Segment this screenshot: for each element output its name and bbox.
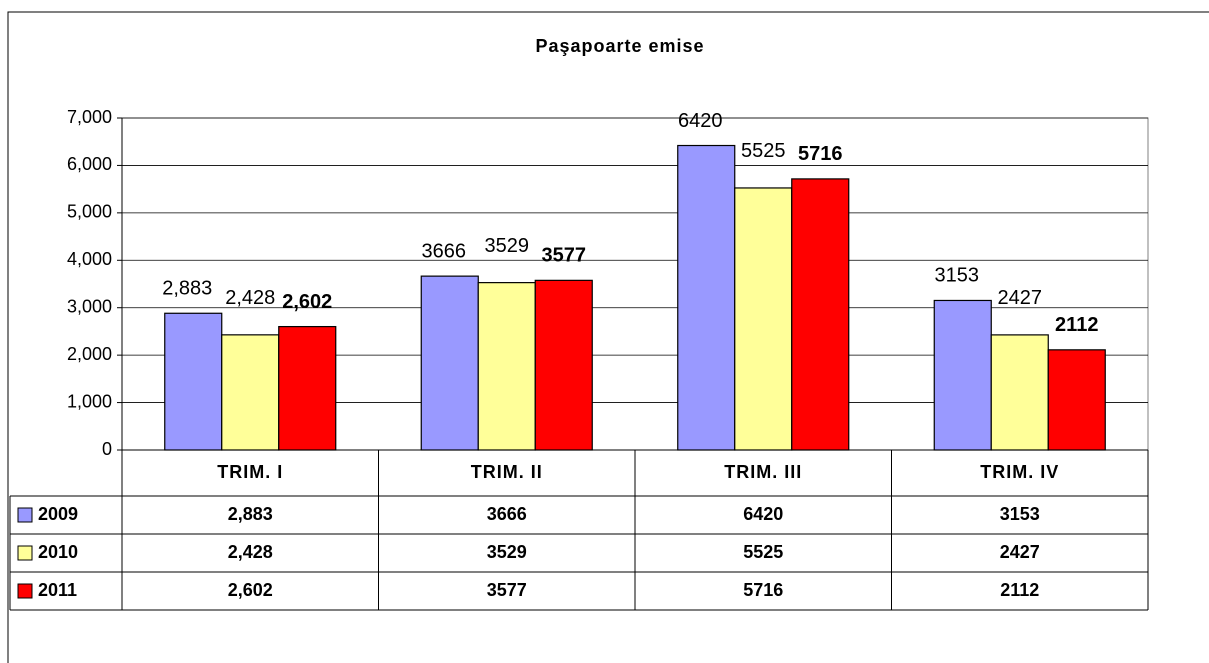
table-cell: 2,602 — [228, 580, 273, 600]
y-tick-label: 6,000 — [67, 154, 112, 174]
data-label: 3666 — [422, 240, 467, 262]
legend-key — [17, 545, 33, 561]
data-label: 2112 — [1055, 314, 1098, 336]
legend-key — [17, 507, 33, 523]
y-tick-label: 2,000 — [67, 344, 112, 364]
y-tick-label: 3,000 — [67, 296, 112, 316]
bar — [164, 312, 223, 451]
table-cell: 3577 — [487, 580, 527, 600]
table-cell: 2112 — [1000, 580, 1039, 600]
data-label: 6420 — [678, 110, 723, 132]
data-label: 2,428 — [225, 287, 275, 309]
legend-label: 2009 — [38, 504, 78, 524]
x-tick-label: TRIM. III — [724, 462, 802, 482]
y-tick-label: 4,000 — [67, 249, 112, 269]
x-tick-label: TRIM. II — [471, 462, 543, 482]
bar — [534, 279, 593, 451]
bar — [1047, 349, 1106, 451]
table-cell: 5525 — [743, 542, 783, 562]
y-tick-label: 1,000 — [67, 391, 112, 411]
bar — [677, 144, 736, 451]
legend-label: 2011 — [38, 580, 77, 600]
data-label: 2427 — [998, 287, 1043, 309]
chart-border — [7, 11, 1209, 663]
data-label: 3153 — [935, 265, 980, 287]
table-cell: 3666 — [487, 504, 527, 524]
legend-label: 2010 — [38, 542, 78, 562]
data-label: 2,602 — [282, 291, 332, 313]
data-label: 3529 — [485, 235, 530, 257]
bar — [933, 299, 992, 451]
bar — [990, 334, 1049, 451]
legend-key — [17, 583, 33, 599]
bar — [477, 282, 536, 451]
data-label: 5716 — [798, 143, 843, 165]
table-cell: 2427 — [1000, 542, 1040, 562]
table-cell: 3529 — [487, 542, 527, 562]
bar — [420, 275, 479, 451]
data-label: 5525 — [741, 140, 786, 162]
table-cell: 6420 — [743, 504, 783, 524]
table-cell: 3153 — [1000, 504, 1040, 524]
table-cell: 2,428 — [228, 542, 273, 562]
table-cell: 2,883 — [228, 504, 273, 524]
bar — [278, 325, 337, 451]
data-label: 2,883 — [162, 278, 212, 300]
table-cell: 5716 — [743, 580, 783, 600]
x-tick-label: TRIM. IV — [980, 462, 1059, 482]
y-tick-label: 0 — [102, 439, 112, 459]
y-tick-label: 7,000 — [67, 107, 112, 127]
y-tick-label: 5,000 — [67, 202, 112, 222]
chart-title: Paşapoarte emise — [535, 36, 704, 56]
bar — [734, 187, 793, 451]
bar — [221, 334, 280, 451]
x-tick-label: TRIM. I — [217, 462, 283, 482]
bar — [791, 178, 850, 451]
data-label: 3577 — [542, 245, 587, 267]
